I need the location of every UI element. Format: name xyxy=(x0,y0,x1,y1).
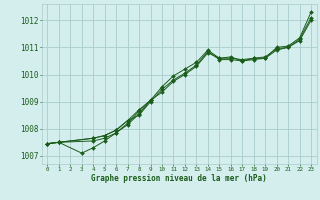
X-axis label: Graphe pression niveau de la mer (hPa): Graphe pression niveau de la mer (hPa) xyxy=(91,174,267,183)
